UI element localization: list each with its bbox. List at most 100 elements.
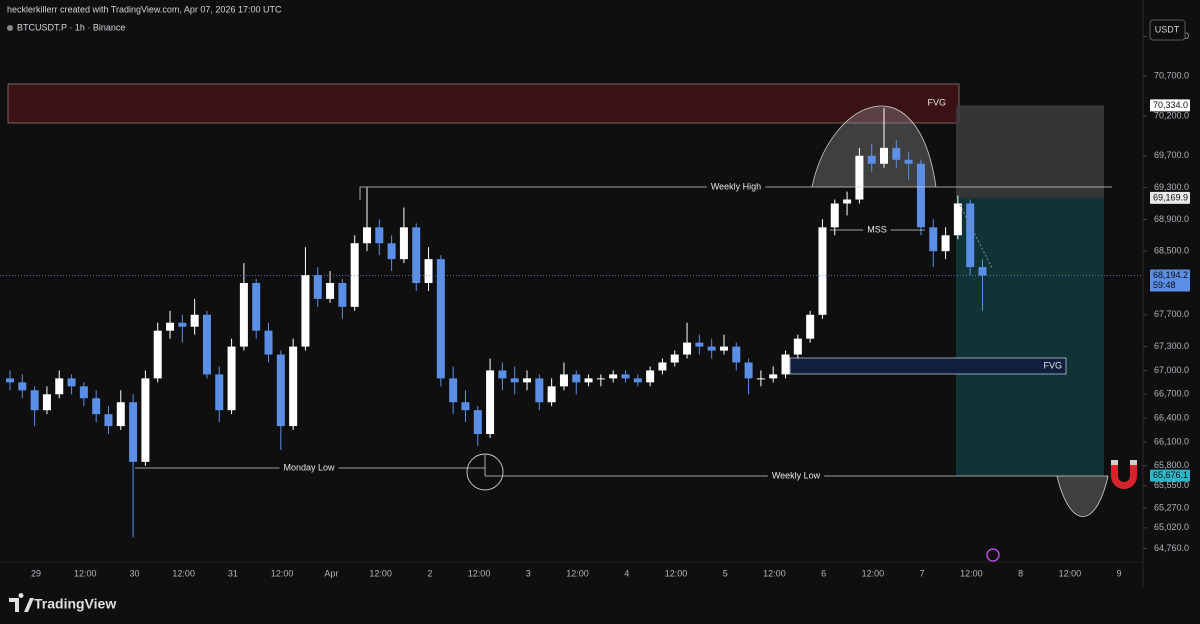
countdown: 59:48 (1153, 280, 1176, 290)
x-tick-label: 2 (427, 568, 432, 578)
candle-body (793, 338, 802, 355)
y-tick-label: 66,100.0 (1154, 436, 1189, 446)
candle-body (473, 410, 482, 435)
candle-body (104, 414, 113, 427)
x-tick-label: 12:00 (468, 568, 491, 578)
y-tick-label: 69,300.0 (1154, 182, 1189, 192)
candle-body (362, 227, 371, 244)
y-tick-label: 65,550.0 (1154, 480, 1189, 490)
candle-body (424, 259, 433, 283)
candle-body (978, 267, 987, 276)
candle-body (461, 402, 470, 411)
candle-body (880, 147, 889, 164)
candle-body (695, 342, 704, 347)
candle-body (190, 314, 199, 327)
candle-body (141, 378, 150, 462)
last-price-box (1150, 269, 1190, 292)
brand: TradingView (34, 596, 116, 612)
annotation-label: MSS (867, 224, 887, 234)
candle-body (732, 346, 741, 363)
x-tick-label: 12:00 (566, 568, 589, 578)
target-zone (956, 197, 1104, 476)
candle-body (523, 378, 532, 383)
y-tick-label: 65,270.0 (1154, 502, 1189, 512)
candle-body (609, 374, 618, 379)
candle-body (264, 330, 273, 355)
x-tick-label: 31 (228, 568, 238, 578)
candle-body (781, 354, 790, 375)
x-tick-label: 9 (1117, 568, 1122, 578)
annotation-label: Weekly High (711, 181, 761, 191)
symbol-icon (7, 25, 13, 31)
x-tick-label: 12:00 (1059, 568, 1082, 578)
currency-button[interactable] (1149, 19, 1186, 41)
candle-body (658, 362, 667, 371)
fvg-zone (7, 83, 960, 124)
x-tick-label: 8 (1018, 568, 1023, 578)
x-tick-label: 5 (723, 568, 728, 578)
price-tag (1150, 191, 1190, 204)
y-tick-label: 67,000.0 (1154, 365, 1189, 375)
candle-body (941, 235, 950, 252)
candle-body (449, 378, 458, 403)
fvg-label: FVG (1043, 360, 1062, 370)
candle-body (843, 199, 852, 204)
footer (0, 588, 1200, 624)
y-tick-label: 68,500.0 (1154, 246, 1189, 256)
annotation-bg (863, 224, 891, 236)
candle-body (92, 398, 101, 415)
credit: hecklerkillerr created with TradingView.… (7, 4, 282, 14)
x-tick-label: 12:00 (271, 568, 294, 578)
annotation-bg (706, 181, 766, 193)
annotation-bg (767, 470, 825, 482)
candle-body (498, 370, 507, 379)
currency-button-label[interactable]: USDT (1155, 24, 1180, 34)
plot-area: 71,200.070,700.070,200.069,700.069,300.0… (0, 0, 1190, 588)
candle-body (855, 155, 864, 200)
candle-body (276, 354, 285, 427)
y-tick-label: 70,200.0 (1154, 110, 1189, 120)
candle-body (769, 374, 778, 379)
x-tick-label: 12:00 (763, 568, 786, 578)
candle-body (830, 203, 839, 228)
candle-body (215, 374, 224, 411)
y-tick-label: 66,700.0 (1154, 389, 1189, 399)
price-tag-label: 69,169.9 (1153, 192, 1188, 202)
x-tick-label: 12:00 (172, 568, 195, 578)
x-tick-label: 12:00 (862, 568, 885, 578)
x-tick-label: 3 (526, 568, 531, 578)
candle-body (387, 243, 396, 260)
candle-body (178, 322, 187, 327)
brand-logo (9, 592, 34, 612)
x-tick-label: 7 (920, 568, 925, 578)
y-tick-label: 66,400.0 (1154, 413, 1189, 423)
annotation-label: Weekly Low (772, 470, 821, 480)
x-tick-label: 12:00 (960, 568, 983, 578)
candle-body (510, 378, 519, 383)
candle-body (436, 259, 445, 379)
y-tick-label: 68,900.0 (1154, 214, 1189, 224)
candle-body (239, 282, 248, 347)
candle-body (535, 378, 544, 403)
magnet-icon[interactable] (1111, 460, 1137, 489)
candle-body (719, 346, 728, 351)
candle-body (79, 386, 88, 399)
price-tag (1150, 469, 1190, 482)
candle-body (42, 394, 51, 411)
candle-body (744, 362, 753, 379)
candle-body (116, 402, 125, 427)
candle-body (375, 227, 384, 244)
y-tick-label: 64,760.0 (1154, 543, 1189, 553)
candle-body (916, 163, 925, 228)
candle-body (892, 147, 901, 160)
annotation-bg (279, 462, 339, 474)
stop-zone (956, 105, 1104, 198)
y-tick-label: 65,020.0 (1154, 522, 1189, 532)
candle-body (350, 243, 359, 307)
x-tick-label: 12:00 (369, 568, 392, 578)
x-tick-label: 6 (821, 568, 826, 578)
candle-body (412, 227, 421, 283)
alert-icon[interactable] (986, 548, 1000, 562)
symbol: BTCUSDT.P · 1h · Binance (17, 22, 125, 32)
